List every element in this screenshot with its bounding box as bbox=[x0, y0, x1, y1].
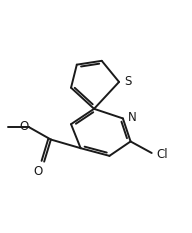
Text: Cl: Cl bbox=[156, 148, 168, 161]
Text: S: S bbox=[124, 75, 131, 88]
Text: O: O bbox=[20, 120, 29, 133]
Text: N: N bbox=[128, 111, 137, 123]
Text: O: O bbox=[34, 165, 43, 178]
